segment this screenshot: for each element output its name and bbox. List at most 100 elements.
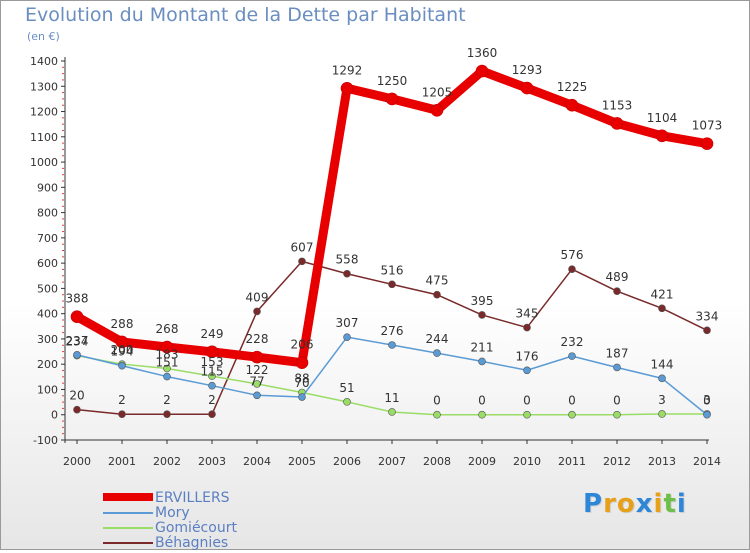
y-tick-label: 1100 xyxy=(30,131,58,144)
logo-letter: t xyxy=(663,489,677,519)
data-label: 194 xyxy=(111,345,134,359)
y-tick-label: 700 xyxy=(37,232,58,245)
data-label: 153 xyxy=(201,355,224,369)
data-point xyxy=(250,350,264,364)
series-line-0 xyxy=(72,66,712,368)
data-label: 1360 xyxy=(467,46,498,60)
data-point xyxy=(388,408,396,416)
data-label: 0 xyxy=(523,394,531,408)
data-label: 334 xyxy=(696,309,719,323)
data-point xyxy=(613,363,621,372)
data-point xyxy=(433,290,441,299)
logo-letter: i xyxy=(653,489,664,519)
data-point xyxy=(298,257,306,266)
logo-letter: o xyxy=(616,489,636,519)
data-point xyxy=(520,81,534,95)
data-point xyxy=(205,345,219,359)
data-point xyxy=(700,137,714,150)
data-label: 0 xyxy=(613,394,621,408)
data-point xyxy=(568,410,576,419)
y-tick-label: 1000 xyxy=(30,156,58,169)
logo-letter: x xyxy=(635,489,654,519)
y-tick-label: 400 xyxy=(37,308,58,321)
data-label: 77 xyxy=(249,374,264,388)
data-point xyxy=(343,269,351,278)
data-point xyxy=(523,410,531,419)
data-point xyxy=(163,372,171,381)
data-point xyxy=(70,310,84,323)
data-label: 237 xyxy=(66,334,89,348)
x-tick-label: 2013 xyxy=(648,455,676,468)
chart-title: Evolution du Montant de la Dette par Hab… xyxy=(25,4,466,26)
legend-label: ERVILLERS xyxy=(155,490,230,506)
data-point xyxy=(658,410,666,418)
data-point xyxy=(703,410,711,419)
data-point xyxy=(118,410,126,419)
y-tick-label: 1300 xyxy=(30,80,58,93)
logo-letter: r xyxy=(603,489,617,519)
data-label: 409 xyxy=(246,290,269,304)
data-label: 1205 xyxy=(422,85,453,99)
data-point xyxy=(388,341,396,349)
data-label: 122 xyxy=(246,363,269,377)
data-point xyxy=(523,323,531,332)
y-tick-label: 300 xyxy=(37,333,58,346)
data-label: 11 xyxy=(384,391,399,405)
data-point xyxy=(523,366,531,375)
data-label: 475 xyxy=(426,274,449,288)
data-label: 20 xyxy=(69,389,84,403)
x-tick-label: 2002 xyxy=(153,455,181,468)
data-label: 211 xyxy=(471,340,494,354)
data-label: 200 xyxy=(111,343,134,357)
x-tick-label: 2011 xyxy=(558,455,586,468)
y-tick-label: 1400 xyxy=(30,55,58,68)
data-label: 1225 xyxy=(557,80,588,94)
chart-subtitle: (en €) xyxy=(27,30,60,43)
x-tick-label: 2009 xyxy=(468,455,496,468)
x-tick-label: 2006 xyxy=(333,455,361,468)
data-point xyxy=(430,103,444,117)
y-tick-label: 200 xyxy=(37,358,58,371)
data-label: 3 xyxy=(703,393,711,407)
proxiti-logo: Proxiti xyxy=(583,489,687,519)
data-point xyxy=(163,364,171,373)
x-tick-label: 2007 xyxy=(378,455,406,468)
data-label: 249 xyxy=(201,327,224,341)
data-label: 1292 xyxy=(332,63,363,77)
data-label: 0 xyxy=(568,394,576,408)
data-point xyxy=(388,280,396,289)
data-label: 232 xyxy=(561,335,584,349)
x-tick-label: 2014 xyxy=(693,455,721,468)
data-point xyxy=(253,307,261,316)
data-point xyxy=(208,410,216,419)
legend-swatch xyxy=(103,493,153,501)
data-point xyxy=(478,410,486,419)
logo-letter: i xyxy=(676,489,687,519)
x-tick-label: 2000 xyxy=(63,455,91,468)
data-point xyxy=(163,410,171,419)
logo-letter: P xyxy=(583,489,604,519)
x-tick-label: 2010 xyxy=(513,455,541,468)
data-label: 421 xyxy=(651,287,674,301)
y-tick-label: -100 xyxy=(33,434,58,447)
data-label: 489 xyxy=(606,270,629,284)
data-point xyxy=(73,405,81,414)
data-label: 176 xyxy=(516,349,539,363)
data-point xyxy=(658,304,666,313)
data-label: 576 xyxy=(561,248,584,262)
data-label: 206 xyxy=(291,338,314,352)
data-label: 0 xyxy=(433,394,441,408)
data-point xyxy=(475,64,489,78)
data-label: 51 xyxy=(339,381,354,395)
data-point xyxy=(478,311,486,319)
data-point xyxy=(340,81,354,95)
data-label: 183 xyxy=(156,347,179,361)
data-point xyxy=(478,357,486,366)
data-label: 1073 xyxy=(692,119,723,133)
data-point xyxy=(343,398,351,406)
data-point xyxy=(568,352,576,360)
legend-label: Gomiécourt xyxy=(155,520,237,536)
data-label: 234 xyxy=(66,335,89,349)
